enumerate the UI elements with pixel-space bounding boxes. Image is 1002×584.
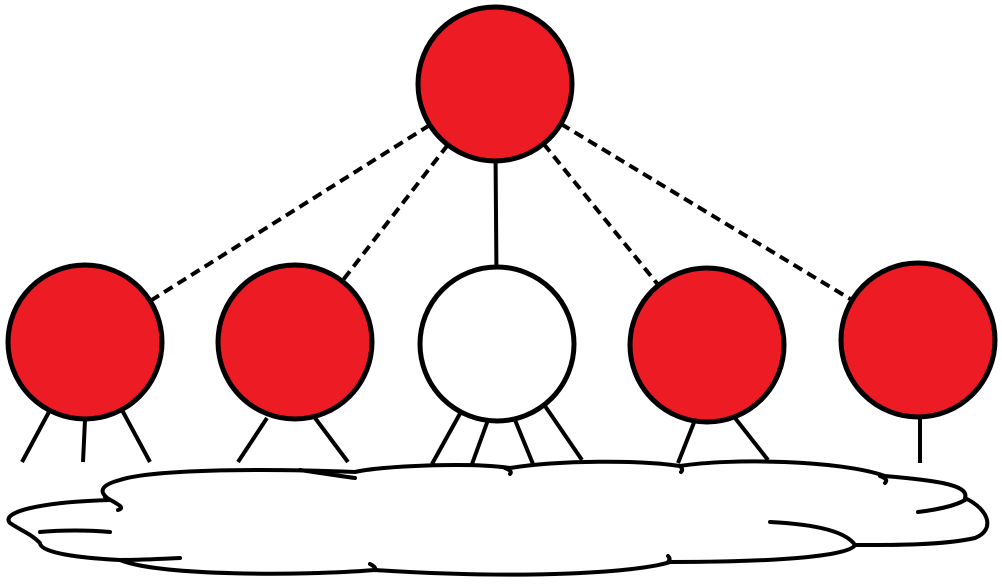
edge-root-child-4 <box>541 142 661 287</box>
node-root <box>415 4 575 164</box>
cloud-inner-curve <box>368 562 378 572</box>
child-1-leg-3 <box>120 409 152 463</box>
legs-layer <box>20 404 922 465</box>
edges-layer <box>149 122 854 303</box>
cloud-inner-curve <box>768 520 857 547</box>
child-4-leg-2 <box>733 416 770 462</box>
cloud-inner-curve <box>38 528 112 534</box>
child-2-leg-2 <box>313 416 350 464</box>
edge-root-child-3 <box>493 160 499 268</box>
node-child-2 <box>215 262 375 422</box>
edge-root-child-2 <box>340 143 450 283</box>
edge-root-child-5 <box>559 122 854 302</box>
cloud-inner-curve <box>118 556 182 562</box>
cloud-inner-curve <box>298 468 357 480</box>
child-3-leg-3 <box>513 419 535 465</box>
child-3-leg-4 <box>543 404 584 462</box>
node-child-1 <box>5 262 165 422</box>
nodes-layer <box>5 4 998 425</box>
child-3-leg-1 <box>430 409 464 465</box>
cloud-inner-curve <box>503 466 513 476</box>
cloud-inner-curve <box>103 495 124 512</box>
child-1-leg-2 <box>81 419 87 463</box>
node-child-3 <box>417 264 577 424</box>
child-3-leg-2 <box>470 419 490 465</box>
node-child-5 <box>838 260 998 420</box>
node-child-4 <box>627 265 787 425</box>
edge-root-child-1 <box>149 123 431 303</box>
cloud-inner-curve <box>678 464 685 474</box>
child-2-leg-1 <box>236 416 269 464</box>
cloud-inner-curve <box>666 554 672 564</box>
cloud-inner-curve <box>878 474 889 485</box>
child-4-leg-1 <box>676 419 697 464</box>
child-1-leg-1 <box>20 409 52 463</box>
cloud <box>6 459 990 577</box>
cloud-inner-curve <box>916 498 967 514</box>
